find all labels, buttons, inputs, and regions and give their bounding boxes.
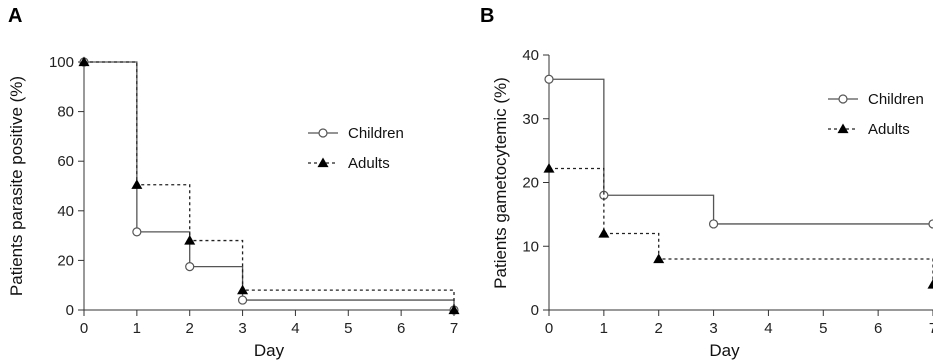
panel-a-x-tick-label: 2 (186, 320, 194, 337)
panel-b-series-children-point (544, 74, 554, 84)
panel-b-y-axis-title: Patients gametocytemic (%) (491, 77, 510, 289)
panel-b-y-tick-label: 30 (522, 111, 539, 128)
panel-a-legend-marker-children (318, 128, 328, 138)
panel-b-y-tick-label: 0 (531, 302, 539, 319)
panel-b-series-adults-point (653, 253, 665, 264)
panel-a-y-tick-label: 60 (57, 153, 74, 170)
panel-a-series-adults-point (237, 284, 249, 295)
panel-a-x-tick-label: 5 (344, 320, 352, 337)
panel-a-y-tick-label: 100 (49, 54, 74, 71)
panel-b-legend-marker-adults (837, 123, 849, 134)
panel-a-series-adults-point (78, 56, 90, 67)
panel-a-y-tick-label: 40 (57, 203, 74, 220)
panel-a-series-children-point (132, 227, 142, 237)
panel-b-x-tick-label: 6 (874, 320, 882, 337)
panel-a-x-tick-label: 4 (291, 320, 299, 337)
panel-b-x-tick-label: 0 (545, 320, 553, 337)
panel-b-legend-label-adults: Adults (868, 121, 910, 138)
panel-a-legend-marker-adults (317, 157, 329, 168)
panel-a-y-tick-label: 20 (57, 252, 74, 269)
panel-a-series-children-point (185, 262, 195, 272)
panel-a-legend-label-adults: Adults (348, 155, 390, 172)
panel-a-x-axis-title: Day (254, 341, 285, 360)
panel-a-series-adults-point (448, 304, 460, 315)
panel-b-x-tick-label: 5 (819, 320, 827, 337)
panel-a-x-tick-label: 1 (133, 320, 141, 337)
panel-b-x-tick-label: 1 (600, 320, 608, 337)
panel-b-legend-label-children: Children (868, 91, 924, 108)
panel-b-legend-marker-children (838, 94, 848, 104)
panel-a-series-adults-point (131, 179, 143, 189)
panel-a: 0 20 40 60 80 100 0 1 2 3 4 5 6 7 Day Patients parasite… (7, 54, 460, 360)
panel-b-series-children-point (708, 219, 719, 229)
panel-b-y-tick-label: 10 (522, 238, 539, 255)
panel-b-series-adults-point (598, 228, 610, 238)
panel-a-y-tick-label: 0 (66, 302, 74, 319)
panel-a-x-tick-label: 6 (397, 320, 405, 337)
panel-b-series-adults-point (927, 279, 933, 289)
panel-b-series-adults-line (549, 167, 933, 285)
panel-a-series-adults-point (184, 235, 196, 245)
panel-b-series-adults-point (543, 162, 555, 173)
panel-b-y-tick-label: 20 (522, 175, 539, 192)
panel-b-series-children-point (928, 219, 933, 229)
panel-b-y-tick-label: 40 (522, 47, 539, 64)
panel-a-x-tick-label: 7 (450, 320, 458, 337)
panel-b-letter: B (480, 5, 494, 27)
panel-b-x-tick-label: 3 (709, 320, 717, 337)
panel-a-y-axis-title: Patients parasite positive (%) (7, 76, 26, 296)
panel-a-x-tick-label: 0 (80, 320, 88, 337)
panel-a-legend-label-children: Children (348, 125, 404, 142)
panel-b-x-tick-label: 7 (929, 320, 933, 337)
panel-a-y-tick-label: 80 (57, 104, 74, 121)
panel-b-x-tick-label: 4 (764, 320, 772, 337)
panel-b-series-children-line (549, 78, 933, 225)
panel-a-series-children-point (237, 295, 248, 305)
panel-b: 0 10 20 30 40 0 1 2 3 4 5 6 7 Day Patients gametocytem… (491, 47, 933, 360)
panel-b-x-axis-title: Day (709, 341, 740, 360)
panel-a-letter: A (8, 5, 22, 27)
panel-a-x-tick-label: 3 (238, 320, 246, 337)
panel-b-x-tick-label: 2 (655, 320, 663, 337)
